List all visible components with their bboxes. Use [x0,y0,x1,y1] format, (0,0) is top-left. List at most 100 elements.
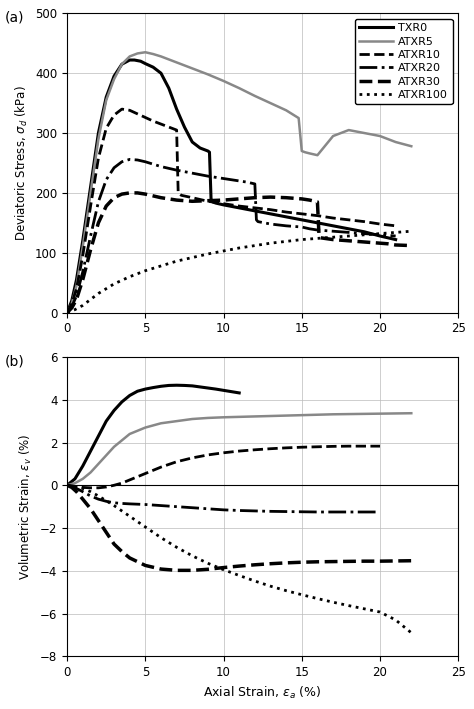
ATXR5 [150,50,156,58]
ATXR30 [135,189,140,197]
ATXR20 [205,172,211,180]
ATXR5 [158,52,164,61]
ATXR20 [307,225,312,233]
ATXR10 [252,203,258,212]
ATXR20 [111,164,117,172]
ATXR30 [80,275,86,284]
ATXR100 [64,308,70,317]
Line: TXR0: TXR0 [67,60,396,313]
TXR0 [346,225,352,233]
ATXR5 [283,106,289,115]
ATXR5 [315,151,320,160]
ATXR100 [346,232,352,240]
ATXR30 [307,196,312,204]
ATXR10 [377,220,383,228]
TXR0 [330,222,336,230]
ATXR30 [315,198,320,206]
ATXR10 [166,123,172,131]
ATXR100 [174,257,180,265]
ATXR30 [221,196,227,204]
ATXR100 [158,262,164,270]
TXR0 [268,210,273,218]
ATXR5 [80,242,86,251]
ATXR5 [330,132,336,140]
ATXR30 [127,189,133,197]
ATXR20 [244,178,250,186]
ATXR20 [254,216,259,224]
TXR0 [138,57,144,65]
ATXR5 [103,96,109,104]
ATXR100 [205,250,211,258]
ATXR30 [299,195,305,203]
ATXR10 [315,211,320,220]
ATXR20 [299,223,305,231]
ATXR10 [179,191,184,199]
ATXR5 [143,48,148,57]
ATXR30 [73,295,79,303]
ATXR100 [268,239,273,247]
Line: ATXR5: ATXR5 [67,52,411,313]
Legend: TXR0, ATXR5, ATXR10, ATXR20, ATXR30, ATXR100: TXR0, ATXR5, ATXR10, ATXR20, ATXR30, ATX… [355,19,453,104]
ATXR20 [221,174,227,183]
ATXR5 [88,189,93,197]
TXR0 [207,148,212,157]
ATXR30 [318,233,323,242]
ATXR5 [69,299,74,308]
ATXR5 [73,281,79,290]
ATXR10 [111,111,117,119]
ATXR10 [127,106,133,115]
ATXR10 [205,197,211,206]
ATXR30 [96,218,101,227]
ATXR5 [409,142,414,150]
ATXR100 [401,228,406,236]
ATXR30 [111,194,117,202]
ATXR10 [73,284,79,293]
TXR0 [111,72,117,80]
TXR0 [377,232,383,240]
TXR0 [315,218,320,227]
ATXR20 [237,177,242,185]
ATXR10 [69,299,74,308]
ATXR5 [127,52,133,61]
ATXR20 [88,232,93,240]
ATXR10 [330,214,336,223]
ATXR100 [385,229,391,238]
TXR0 [237,203,242,212]
ATXR30 [393,241,399,250]
ATXR30 [88,245,93,254]
ATXR5 [237,84,242,92]
Text: (b): (b) [5,354,24,368]
ATXR20 [268,220,273,228]
ATXR5 [174,58,180,67]
TXR0 [221,201,227,209]
ATXR30 [69,303,74,312]
TXR0 [213,199,219,207]
Y-axis label: Deviatoric Stress, $\sigma_d$ (kPa): Deviatoric Stress, $\sigma_d$ (kPa) [13,85,29,241]
ATXR100 [237,244,242,252]
TXR0 [393,235,399,244]
ATXR5 [393,138,399,146]
ATXR20 [69,302,74,311]
ATXR20 [346,228,352,237]
TXR0 [299,216,305,224]
TXR0 [252,206,258,215]
ATXR10 [299,210,305,218]
ATXR30 [330,235,336,244]
ATXR30 [385,240,391,248]
ATXR20 [119,157,125,166]
ATXR20 [252,179,258,188]
ATXR30 [103,202,109,211]
ATXR20 [135,156,140,164]
ATXR20 [174,166,180,174]
ATXR20 [150,160,156,169]
ATXR10 [393,222,399,230]
ATXR5 [362,129,367,138]
ATXR10 [96,154,101,162]
ATXR100 [315,234,320,242]
ATXR100 [190,253,195,262]
ATXR10 [362,218,367,226]
ATXR5 [377,132,383,140]
Y-axis label: Volumetric Strain, $\varepsilon_v$ (%): Volumetric Strain, $\varepsilon_v$ (%) [18,433,35,580]
TXR0 [80,237,86,245]
ATXR20 [255,218,261,226]
